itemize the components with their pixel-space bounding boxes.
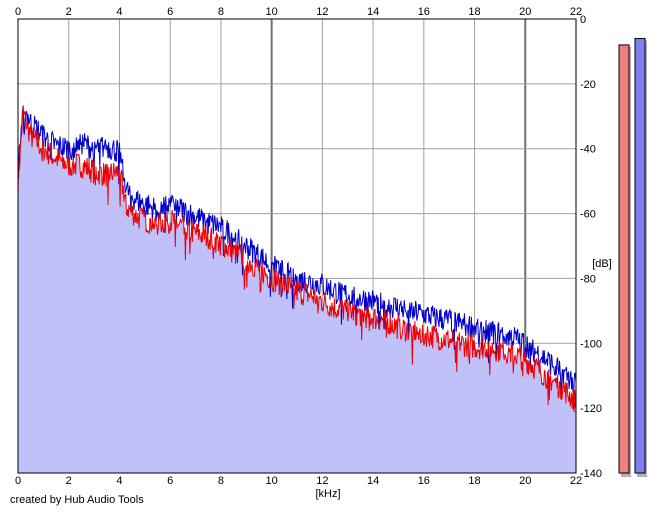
y-tick-label: -80 <box>580 273 596 285</box>
y-tick-label: -100 <box>580 338 602 350</box>
plot-frame <box>17 18 577 474</box>
x-tick-label-top: 12 <box>316 6 328 18</box>
level-meters <box>618 37 647 477</box>
x-tick-label-bottom: 22 <box>570 475 582 487</box>
y-axis-label: [dB] <box>592 258 612 270</box>
x-tick-label-top: 14 <box>367 6 379 18</box>
x-tick-label-top: 20 <box>519 6 531 18</box>
series-line-red <box>17 106 577 413</box>
y-tick-label: -20 <box>580 79 596 91</box>
spectrum-lines <box>17 105 577 413</box>
x-tick-label-bottom: 6 <box>167 475 173 487</box>
x-tick-label-bottom: 16 <box>418 475 430 487</box>
x-tick-label-top: 22 <box>570 6 582 18</box>
x-tick-label-top: 16 <box>418 6 430 18</box>
x-tick-label-top: 6 <box>167 6 173 18</box>
y-tick-label: -60 <box>580 209 596 221</box>
y-tick-label: -40 <box>580 144 596 156</box>
level-meter-left <box>618 44 630 474</box>
x-tick-label-top: 0 <box>15 6 21 18</box>
x-tick-labels-top: 0 2 4 6 8 10 12 14 16 18 20 22 <box>15 6 582 18</box>
x-tick-labels-bottom: 0 2 4 6 8 10 12 14 16 18 20 22 <box>15 475 582 487</box>
x-tick-label-top: 10 <box>266 6 278 18</box>
y-tick-labels: 0 -20 -40 -60 -80 -100 -120 -140 <box>580 14 602 480</box>
y-tick-label: -140 <box>580 468 602 480</box>
x-tick-label-bottom: 14 <box>367 475 379 487</box>
x-tick-label-bottom: 0 <box>15 475 21 487</box>
spectrum-fill-area <box>18 106 576 474</box>
x-tick-label-top: 4 <box>116 6 122 18</box>
x-tick-label-top: 8 <box>218 6 224 18</box>
x-tick-label-bottom: 2 <box>66 475 72 487</box>
x-tick-label-top: 18 <box>468 6 480 18</box>
y-tick-label: 0 <box>580 14 586 26</box>
x-tick-label-bottom: 12 <box>316 475 328 487</box>
series-line-blue <box>17 105 577 410</box>
x-tick-label-top: 2 <box>66 6 72 18</box>
x-tick-label-bottom: 20 <box>519 475 531 487</box>
x-axis-label: [kHz] <box>315 488 340 500</box>
x-tick-label-bottom: 18 <box>468 475 480 487</box>
x-tick-label-bottom: 8 <box>218 475 224 487</box>
x-tick-label-bottom: 4 <box>116 475 122 487</box>
spectrum-fill <box>18 106 576 474</box>
level-meter-right <box>634 37 646 474</box>
credit-text: created by Hub Audio Tools <box>10 494 144 506</box>
y-tick-label: -120 <box>580 403 602 415</box>
x-tick-label-bottom: 10 <box>266 475 278 487</box>
